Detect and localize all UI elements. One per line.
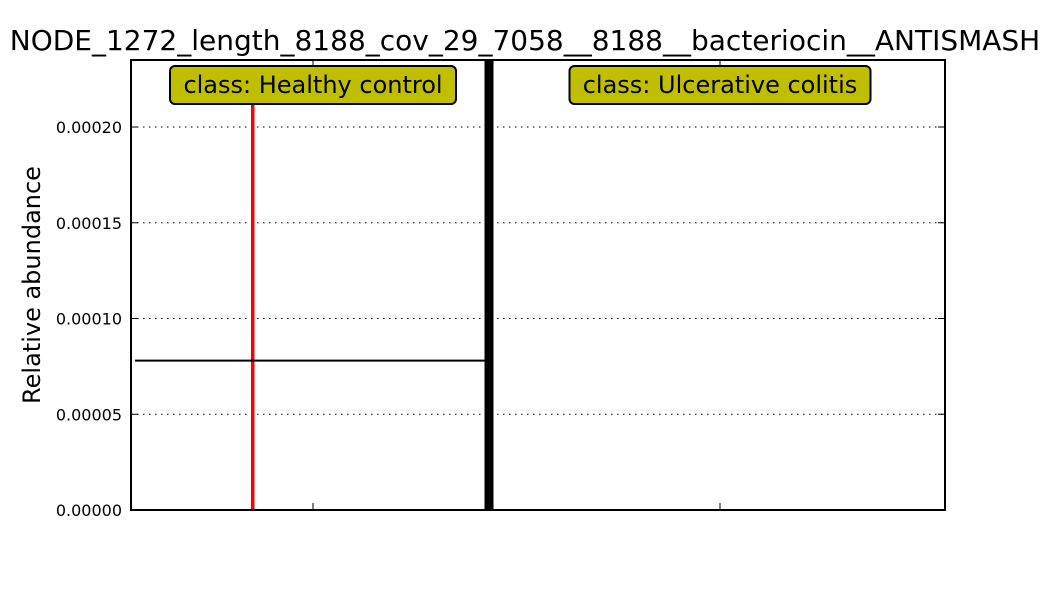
y-axis-label: Relative abundance xyxy=(18,166,46,404)
class-label: class: Healthy control xyxy=(183,71,442,99)
y-tick-label: 0.00000 xyxy=(56,501,122,520)
plot-frame xyxy=(130,59,946,511)
plot-area: 0.00000 0.00005 0.00010 0.00015 0.00020 class… xyxy=(56,59,946,520)
class-label-box xyxy=(169,65,457,105)
y-tick-label: 0.00015 xyxy=(56,214,122,233)
chart-title: NODE_1272_length_8188_cov_29_7058__8188_… xyxy=(10,24,1041,57)
y-tick-label: 0.00005 xyxy=(56,405,122,424)
class-label-box xyxy=(568,65,872,105)
y-tick-label: 0.00020 xyxy=(56,118,122,137)
class-label: class: Ulcerative colitis xyxy=(583,71,858,99)
y-tick-label: 0.00010 xyxy=(56,310,122,329)
